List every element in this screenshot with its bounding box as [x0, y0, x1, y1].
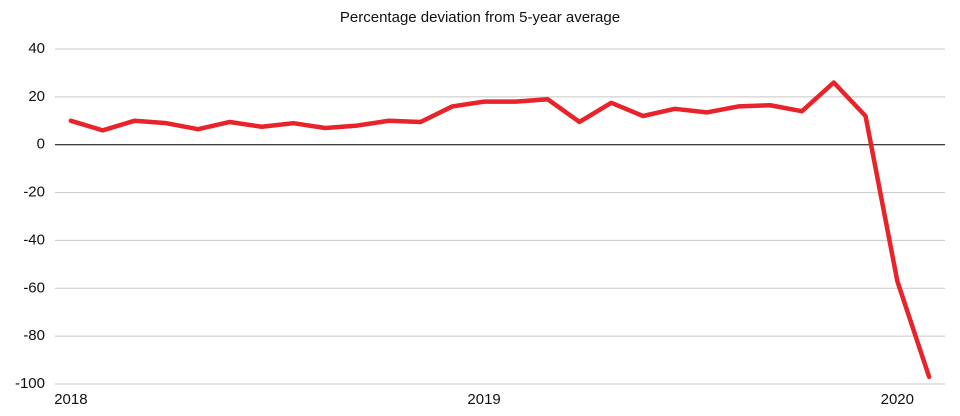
- x-tick-label: 2019: [467, 391, 500, 408]
- y-tick-label: 20: [28, 88, 45, 105]
- y-tick-label: 40: [28, 40, 45, 57]
- y-tick-label: -40: [23, 231, 45, 248]
- y-tick-label: 0: [37, 136, 45, 153]
- x-tick-label: 2020: [881, 391, 914, 408]
- y-tick-label: -100: [15, 375, 45, 392]
- y-tick-label: -80: [23, 327, 45, 344]
- line: [68, 80, 932, 380]
- y-tick-label: -20: [23, 184, 45, 201]
- chart-title: Percentage deviation from 5-year average: [340, 9, 620, 26]
- y-tick-label: -60: [23, 279, 45, 296]
- x-tick-label: 2018: [54, 391, 87, 408]
